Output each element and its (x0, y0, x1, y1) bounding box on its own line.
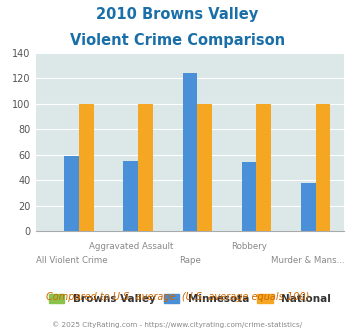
Text: 2010 Browns Valley: 2010 Browns Valley (96, 7, 259, 21)
Bar (64, 156, 79, 231)
Bar (138, 104, 153, 231)
Legend: Browns Valley, Minnesota, National: Browns Valley, Minnesota, National (44, 290, 335, 308)
Bar (242, 162, 256, 231)
Text: Violent Crime Comparison: Violent Crime Comparison (70, 33, 285, 48)
Bar (182, 73, 197, 231)
Text: Compared to U.S. average. (U.S. average equals 100): Compared to U.S. average. (U.S. average … (46, 292, 309, 302)
Bar (316, 104, 330, 231)
Text: © 2025 CityRating.com - https://www.cityrating.com/crime-statistics/: © 2025 CityRating.com - https://www.city… (53, 322, 302, 328)
Bar (197, 104, 212, 231)
Text: Aggravated Assault: Aggravated Assault (89, 242, 173, 251)
Text: All Violent Crime: All Violent Crime (36, 256, 108, 265)
Text: Rape: Rape (179, 256, 201, 265)
Bar (301, 182, 316, 231)
Bar (256, 104, 271, 231)
Bar (79, 104, 94, 231)
Text: Robbery: Robbery (231, 242, 267, 251)
Bar (124, 161, 138, 231)
Text: Murder & Mans...: Murder & Mans... (271, 256, 345, 265)
